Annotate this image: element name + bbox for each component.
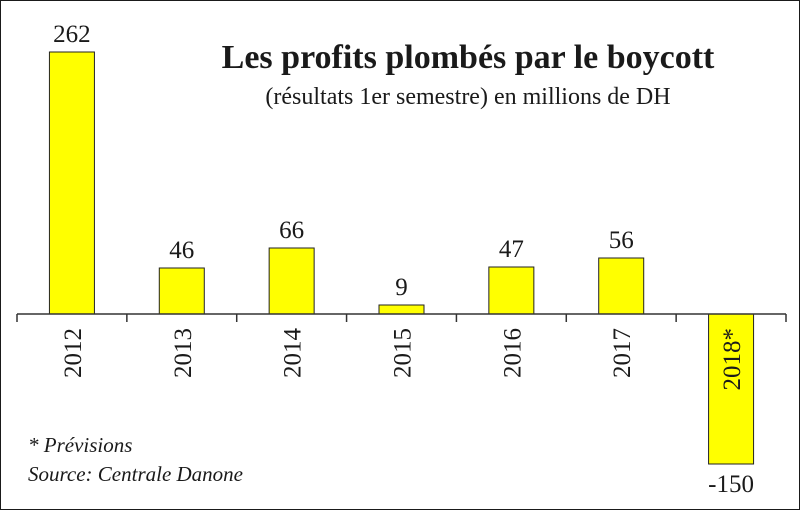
- bar-2016: [488, 266, 535, 315]
- bar-2018: [708, 313, 755, 465]
- bars-group: 262 46 66 9 47 56 -150: [48, 21, 755, 498]
- value-label: 9: [395, 274, 408, 301]
- bar-2015: [378, 304, 425, 315]
- value-label: 66: [279, 217, 304, 244]
- category-label: 2017: [609, 328, 636, 378]
- value-label: -150: [708, 471, 754, 498]
- value-label: 47: [499, 236, 524, 263]
- x-axis-ticks: 2012 2013 2014 2015 2016 2017 2018*: [16, 314, 787, 391]
- bar-2012: [48, 51, 95, 315]
- category-label: 2014: [280, 328, 307, 379]
- value-label: 262: [53, 21, 91, 48]
- value-label: 46: [169, 237, 194, 264]
- chart-title: Les profits plombés par le boycott: [222, 39, 715, 76]
- bar-2017: [598, 257, 645, 315]
- bar-2014: [268, 247, 315, 315]
- footnote-previsions: * Prévisions: [28, 433, 132, 457]
- bar-2013: [158, 267, 205, 315]
- footnote-source: Source: Centrale Danone: [28, 462, 243, 486]
- value-label: 56: [609, 227, 634, 254]
- chart-subtitle: (résultats 1er semestre) en millions de …: [265, 84, 670, 110]
- category-label: 2016: [499, 328, 526, 378]
- category-label: 2012: [60, 328, 87, 378]
- category-label: 2013: [170, 328, 197, 378]
- category-label: 2015: [390, 328, 417, 378]
- category-label: 2018*: [719, 328, 746, 391]
